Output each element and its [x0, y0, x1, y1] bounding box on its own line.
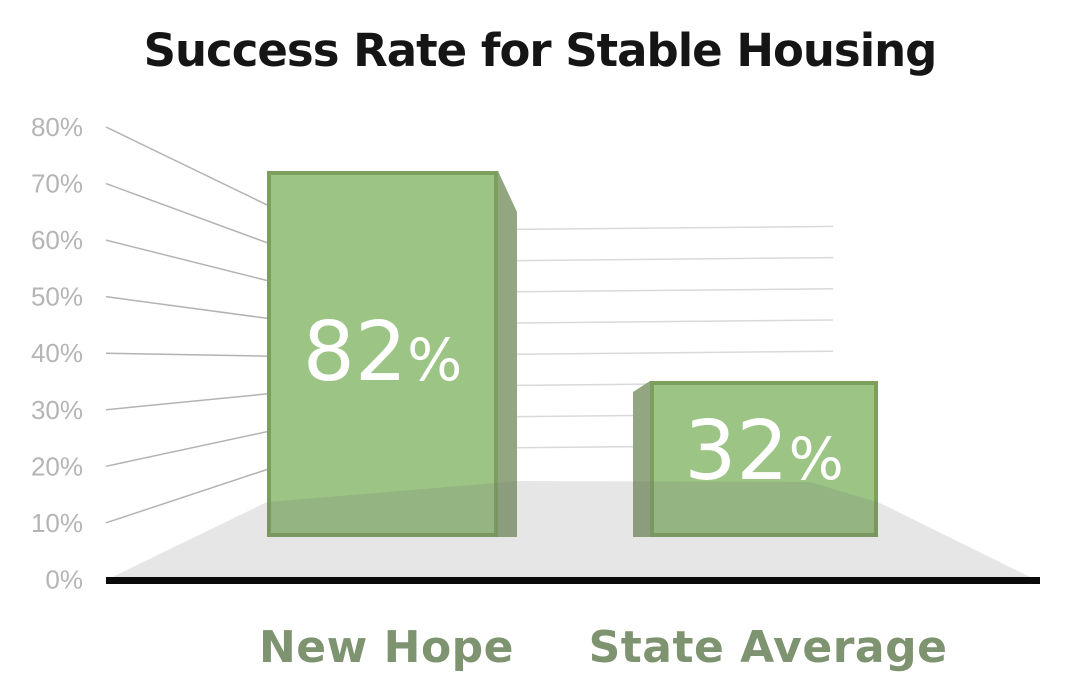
x-category-label-new-hope: New Hope	[259, 622, 514, 673]
gridline-right-60	[516, 288, 834, 293]
bar-value-label: 82%	[303, 305, 462, 400]
x-category-label-state-average: State Average	[589, 622, 948, 673]
bar-side-3d	[498, 171, 517, 537]
chart-title: Success Rate for Stable Housing	[143, 24, 938, 77]
bar-face-state-average	[650, 381, 878, 537]
x-axis-category-labels: New Hope State Average	[259, 622, 947, 673]
y-tick-label-70pct: 70%	[31, 169, 83, 199]
y-tick-label-40pct: 40%	[31, 338, 83, 368]
bars-group: 82% 32%	[267, 171, 878, 538]
bar-face-new-hope	[267, 171, 498, 538]
gridline-fan-40	[105, 352, 268, 357]
bar-value-label: 32%	[684, 404, 843, 499]
gridline-right-80	[516, 225, 834, 231]
gridline-fan-70	[105, 182, 268, 244]
y-tick-label-80pct: 80%	[31, 112, 83, 142]
gridline-fan-80	[105, 126, 268, 206]
y-tick-label-30pct: 30%	[31, 395, 83, 425]
gridline-fan-50	[105, 295, 268, 320]
gridline-fan-30	[105, 393, 268, 411]
gridline-fan-10	[105, 468, 268, 524]
bar-side-3d	[633, 381, 650, 537]
y-tick-label-20pct: 20%	[31, 451, 83, 481]
gridline-right-40	[516, 350, 834, 355]
y-tick-label-0pct: 0%	[45, 564, 83, 594]
gridline-fan-60	[105, 239, 268, 282]
gridline-right-50	[516, 319, 834, 324]
gridline-fan-20	[105, 430, 268, 468]
y-tick-label-50pct: 50%	[31, 282, 83, 312]
x-axis-line	[106, 577, 1040, 584]
gridlines-group	[105, 126, 834, 524]
y-axis-tick-labels: 0% 10% 20% 30% 40% 50% 60% 70% 80%	[31, 112, 83, 594]
y-tick-label-10pct: 10%	[31, 508, 83, 538]
floor-3d-shadow	[104, 481, 1038, 581]
gridline-right-70	[516, 256, 834, 262]
y-tick-label-60pct: 60%	[31, 225, 83, 255]
